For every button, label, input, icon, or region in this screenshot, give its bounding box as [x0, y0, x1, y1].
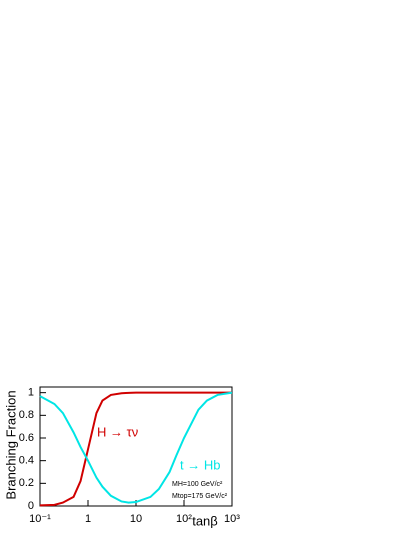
y-tick-label: 0.2 — [19, 477, 34, 489]
x-tick-label: 1 — [85, 513, 91, 525]
series-line — [39, 391, 233, 504]
y-tick-label: 0 — [28, 500, 34, 512]
y-tick-label: 0.8 — [19, 409, 34, 421]
y-tick-label: 1 — [28, 387, 34, 399]
x-tick-label: 10⁻¹ — [29, 513, 51, 525]
x-axis-label: tanβ — [192, 513, 218, 528]
x-tick-label: 10 — [130, 513, 142, 525]
series-line — [39, 391, 232, 507]
series-label: t → Hb — [180, 457, 220, 472]
x-tick-label: 10² — [176, 513, 192, 525]
series-label: H → τν — [97, 424, 138, 439]
annotation: Mtop=175 GeV/c² — [172, 493, 228, 500]
y-tick-label: 0.6 — [19, 432, 34, 444]
y-tick-label: 0.4 — [19, 455, 34, 467]
annotation: MH=100 GeV/c² — [172, 481, 223, 488]
x-tick-label: 10³ — [224, 513, 240, 525]
y-axis-label: Branching Fraction — [3, 390, 18, 499]
